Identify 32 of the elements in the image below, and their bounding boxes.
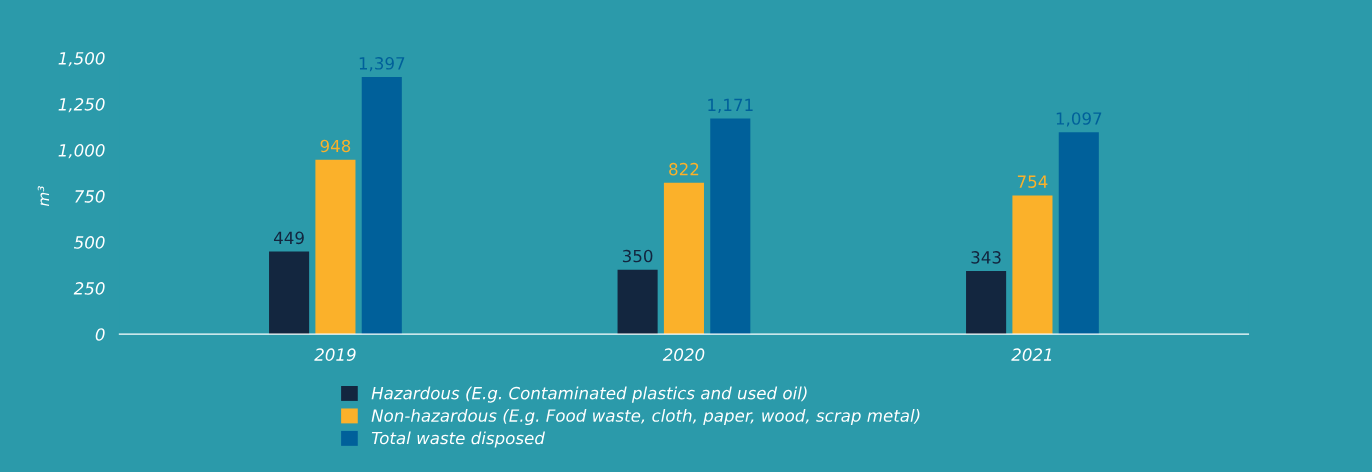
y-tick-label: 500 [74,236,105,249]
legend-label: Non-hazardous (E.g. Food waste, cloth, paper, wood, scrap metal) [371,408,920,426]
y-tick-label: 1,500 [58,52,105,67]
x-tick-label: 2021 [1011,348,1052,361]
y-tick-label: 1,250 [58,98,105,113]
bar [617,269,658,335]
data-label: 754 [1017,175,1048,188]
y-axis-title: m³ [37,186,50,207]
y-tick-label: 750 [75,190,105,203]
bar [361,77,402,335]
data-label: 948 [320,139,351,153]
legend-label: Hazardous (E.g. Contaminated plastics and used oil) [371,386,807,403]
data-label: 1,171 [708,98,753,113]
bar [710,118,751,335]
x-tick-label: 2020 [662,348,705,361]
data-label: 1,397 [359,57,405,72]
data-label: 343 [971,251,1001,264]
bar [1058,132,1099,335]
data-label: 449 [273,231,304,245]
bar [1012,195,1053,335]
y-tick-label: 250 [73,282,105,295]
x-tick-label: 2019 [314,348,356,361]
bar [315,159,356,335]
data-label: 350 [622,249,653,263]
bar [269,251,310,335]
data-label: 1,097 [1056,112,1102,127]
y-tick-label: 0 [95,328,105,341]
bar [966,271,1007,335]
y-tick-label: 1,000 [58,144,105,159]
legend-label: Total waste disposed [371,431,545,448]
data-label: 822 [669,162,699,176]
bar [663,182,704,335]
